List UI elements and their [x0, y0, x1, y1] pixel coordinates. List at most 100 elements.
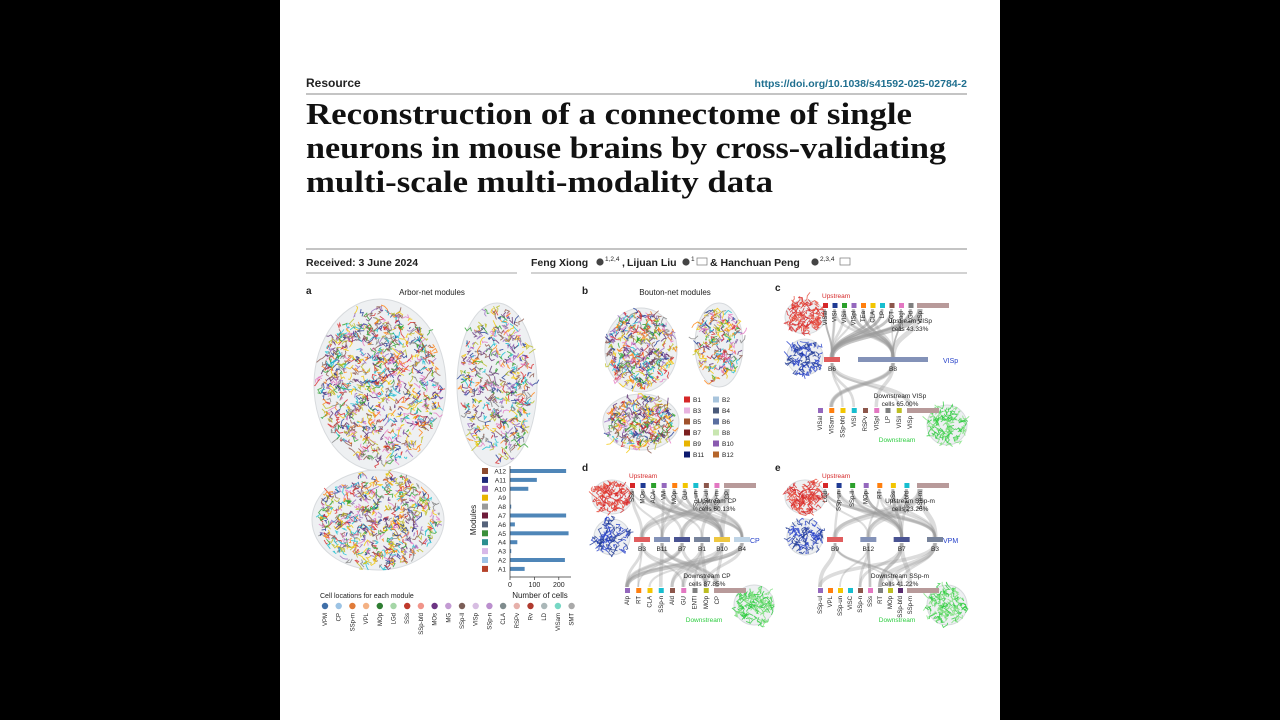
neuron-trace [941, 622, 948, 629]
downstream-note: Downstream CP [683, 573, 730, 580]
neuron-trace [604, 484, 609, 490]
neuron-trace [607, 427, 613, 433]
neuron-trace [518, 384, 521, 390]
neuron-trace [612, 350, 617, 358]
neuron-trace [375, 493, 378, 499]
neuron-trace [941, 416, 946, 422]
neuron-trace [504, 436, 510, 442]
neuron-trace [437, 402, 441, 408]
neuron-trace [420, 374, 426, 380]
neuron-trace [390, 312, 396, 317]
neuron-trace [618, 361, 626, 366]
neuron-trace [809, 490, 819, 496]
flow-band [824, 488, 870, 538]
neuron-trace [642, 417, 648, 420]
neuron-trace [710, 319, 715, 325]
region-box [842, 303, 847, 308]
neuron-trace [712, 375, 717, 382]
neuron-trace [419, 326, 424, 335]
doi-link[interactable]: https://doi.org/10.1038/s41592-025-02784… [755, 78, 968, 90]
module-label: B10 [722, 441, 734, 448]
location-swatch [362, 602, 370, 610]
neuron-trace [328, 383, 336, 390]
legend-title: Cell locations for each module [320, 593, 414, 600]
neuron-trace [757, 587, 762, 591]
neuron-trace [359, 497, 362, 502]
neuron-trace [352, 530, 361, 535]
neuron-trace [812, 491, 816, 497]
neuron-trace [472, 342, 476, 345]
neuron-trace [481, 434, 486, 442]
neuron-trace [807, 318, 814, 324]
neuron-trace [693, 340, 701, 345]
neuron-trace [610, 348, 616, 351]
upstream-region: CP [725, 491, 731, 499]
neuron-trace [365, 385, 371, 393]
downstream-label: Downstream [879, 617, 915, 624]
neuron-trace [617, 337, 622, 342]
neuron-trace [393, 548, 400, 554]
neuron-trace [388, 560, 391, 564]
neuron-trace [819, 534, 824, 539]
region-box [878, 588, 883, 593]
neuron-trace [437, 386, 446, 391]
neuron-trace [498, 359, 504, 368]
neuron-trace [413, 409, 419, 415]
neuron-trace [335, 537, 342, 543]
neuron-trace [395, 320, 403, 325]
neuron-trace [400, 451, 403, 456]
neuron-trace [794, 322, 801, 326]
neuron-trace [385, 390, 388, 394]
module-label: B8 [722, 430, 730, 437]
neuron-trace [372, 408, 380, 412]
neuron-trace [421, 420, 429, 427]
neuron-trace [622, 410, 628, 417]
neuron-trace [736, 593, 743, 600]
neuron-trace [606, 480, 612, 489]
neuron-trace [741, 613, 747, 620]
neuron-trace [944, 584, 950, 590]
neuron-trace [649, 397, 653, 402]
module-label: A6 [498, 522, 506, 529]
neuron-trace [635, 338, 642, 343]
neuron-trace [338, 370, 343, 375]
neuron-trace [624, 498, 630, 503]
neuron-trace [336, 336, 340, 342]
neuron-trace [471, 368, 477, 373]
downstream-region: AId [670, 596, 676, 605]
neuron-trace [524, 392, 532, 403]
flow-band [670, 542, 724, 588]
neuron-trace [962, 597, 965, 602]
neuron-trace [756, 593, 764, 599]
neuron-trace [615, 526, 621, 531]
neuron-trace [398, 474, 404, 481]
neuron-trace [962, 415, 970, 420]
neuron-trace [494, 409, 502, 415]
neuron-trace [485, 373, 492, 382]
neuron-trace [656, 370, 662, 375]
neuron-trace [818, 316, 822, 320]
neuron-trace [416, 356, 422, 362]
neuron-trace [728, 345, 733, 352]
neuron-trace [413, 546, 419, 550]
neuron-trace [409, 483, 414, 491]
neuron-trace [510, 370, 516, 374]
neuron-trace [610, 480, 616, 485]
neuron-trace [351, 542, 357, 549]
neuron-trace [638, 382, 643, 386]
location-swatch [445, 602, 452, 610]
neuron-trace [335, 339, 341, 344]
module-label: B4 [738, 546, 746, 553]
neuron-trace [945, 615, 949, 622]
neuron-trace [387, 361, 392, 365]
neuron-trace [348, 413, 353, 419]
neuron-trace [502, 409, 510, 414]
neuron-trace [803, 325, 808, 332]
flow-band [829, 362, 895, 408]
neuron-trace [623, 340, 628, 346]
neuron-trace [430, 377, 435, 382]
region-box [851, 303, 857, 308]
neuron-trace [511, 379, 518, 386]
neuron-trace [434, 366, 440, 372]
neuron-trace [656, 433, 663, 438]
